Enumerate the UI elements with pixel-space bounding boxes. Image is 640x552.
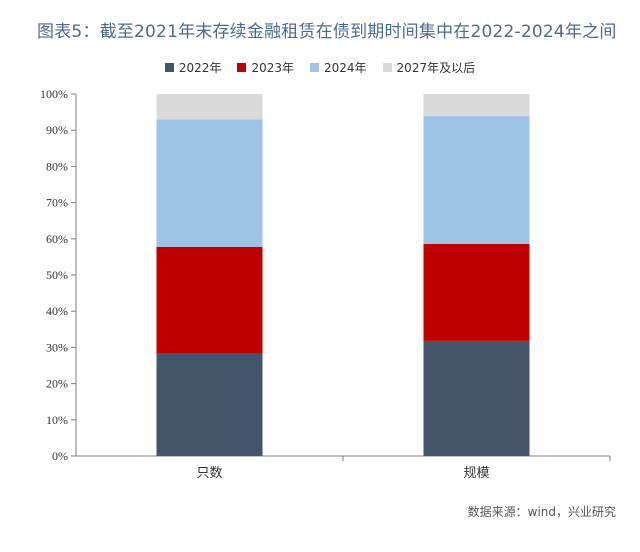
y-tick-label: 0% bbox=[52, 449, 68, 463]
y-tick-label: 50% bbox=[46, 268, 68, 282]
legend-swatch bbox=[310, 62, 319, 72]
legend-swatch bbox=[164, 62, 174, 72]
legend-swatch bbox=[382, 62, 392, 72]
legend-item: 2022年 bbox=[164, 58, 222, 76]
legend-item: 2023年 bbox=[237, 58, 294, 76]
legend-item: 2027年及以后 bbox=[382, 58, 476, 76]
bar-segment bbox=[156, 353, 263, 456]
y-tick-label: 90% bbox=[46, 123, 68, 137]
bar-segment bbox=[423, 243, 530, 341]
y-tick-label: 30% bbox=[46, 340, 68, 354]
bar-segment bbox=[423, 340, 530, 456]
y-tick-label: 10% bbox=[46, 413, 68, 427]
chart-title: 图表5：截至2021年末存续金融租赁在债到期时间集中在2022-2024年之间 bbox=[37, 22, 617, 42]
bar-segment bbox=[156, 119, 263, 247]
bar-segment bbox=[156, 94, 263, 120]
legend-label: 2027年及以后 bbox=[396, 60, 476, 75]
y-tick-label: 60% bbox=[46, 232, 68, 246]
x-tick-label: 规模 bbox=[463, 466, 489, 481]
legend-label: 2022年 bbox=[178, 60, 222, 75]
y-tick-label: 40% bbox=[46, 304, 68, 318]
legend-label: 2024年 bbox=[324, 60, 367, 75]
legend-swatch bbox=[237, 62, 247, 72]
legend-label: 2023年 bbox=[251, 60, 294, 75]
y-tick-label: 70% bbox=[46, 196, 68, 210]
bar-segment bbox=[423, 94, 530, 117]
bar-segment bbox=[156, 246, 263, 354]
y-tick-label: 80% bbox=[46, 159, 68, 173]
source-note: 数据来源：wind，兴业研究 bbox=[467, 505, 616, 519]
x-tick-label: 只数 bbox=[196, 466, 222, 481]
legend: 2022年 2023年 2024年 2027年及以后 bbox=[0, 58, 640, 76]
y-tick-label: 100% bbox=[40, 87, 68, 101]
bar-segment bbox=[423, 116, 530, 244]
y-tick-label: 20% bbox=[46, 377, 68, 391]
legend-item: 2024年 bbox=[310, 58, 367, 76]
